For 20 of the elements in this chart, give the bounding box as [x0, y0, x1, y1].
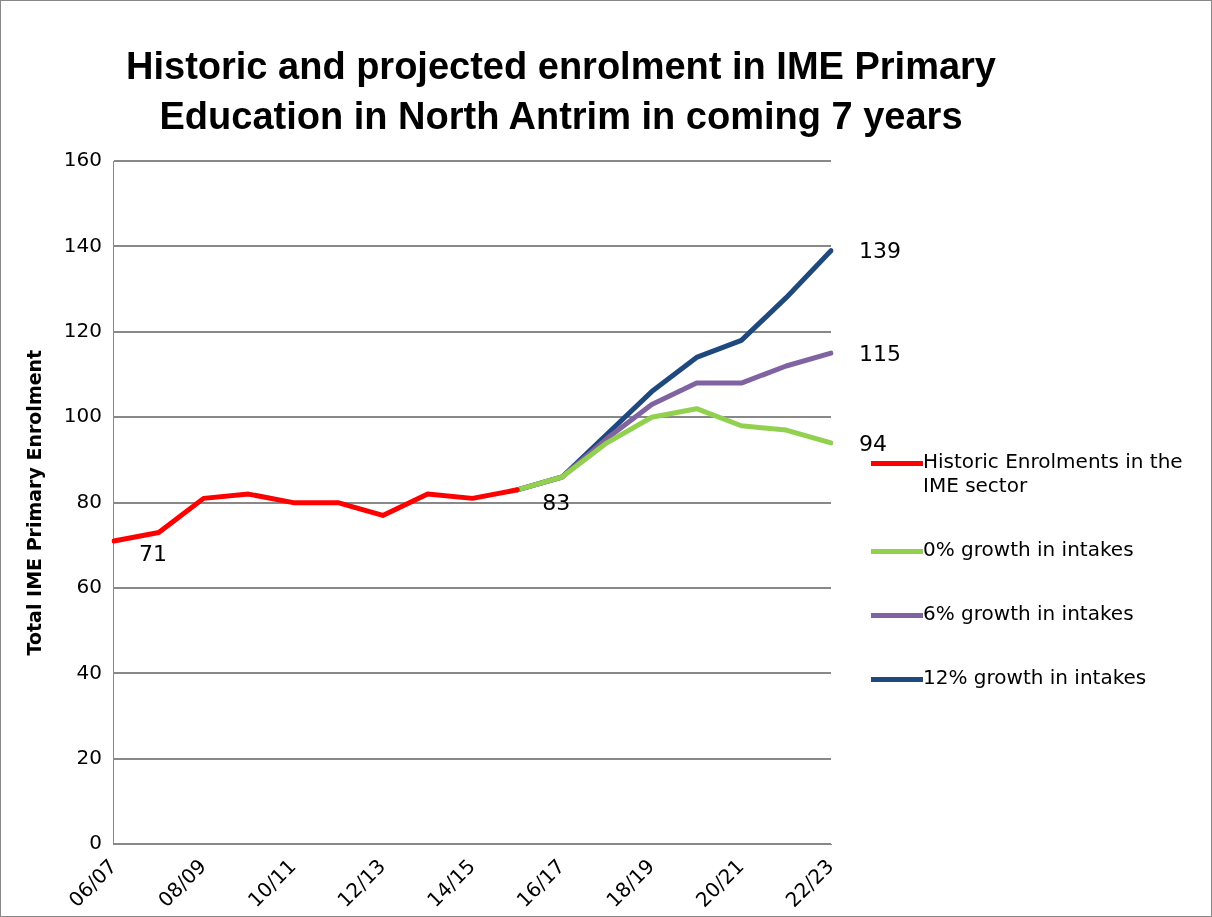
data-label: 94	[859, 430, 887, 456]
legend-label: 12% growth in intakes	[923, 665, 1147, 689]
y-axis-title: Total IME Primary Enrolment	[23, 349, 46, 656]
y-tick-label: 120	[63, 318, 102, 343]
y-tick-label: 140	[63, 232, 102, 257]
legend-label: 0% growth in intakes	[923, 537, 1134, 561]
y-tick-label: 20	[76, 745, 102, 770]
chart-title: Historic and projected enrolment in IME Primary Education in North Antrim in coming 7 years	[125, 44, 997, 139]
data-label: 83	[542, 489, 571, 515]
y-tick-label: 0	[89, 830, 102, 855]
y-tick-label: 60	[76, 574, 102, 599]
y-tick-label: 80	[76, 488, 102, 513]
y-tick-label: 160	[63, 147, 102, 172]
legend-label: 6% growth in intakes	[923, 601, 1134, 625]
legend-label: Historic Enrolments in the IME sector	[923, 449, 1184, 497]
data-label: 115	[859, 340, 901, 366]
y-tick-label: 100	[63, 403, 102, 428]
data-label: 139	[859, 238, 901, 264]
data-label: 71	[138, 540, 167, 566]
y-tick-label: 40	[76, 659, 102, 684]
